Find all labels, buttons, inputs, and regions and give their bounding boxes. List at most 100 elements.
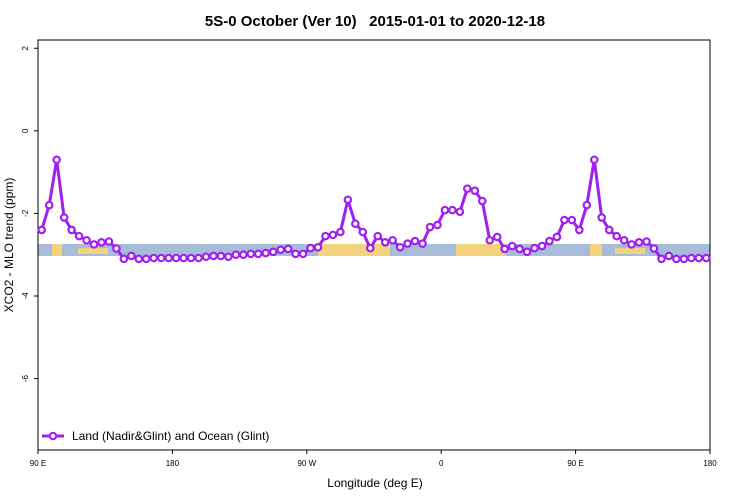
x-tick-label: 180: [703, 459, 717, 468]
data-point: [455, 207, 465, 217]
land-strip: [456, 244, 506, 256]
data-point: [634, 238, 644, 247]
data-point: [59, 213, 69, 222]
data-point: [589, 155, 599, 165]
data-point: [388, 235, 397, 245]
y-tick-label: -2: [21, 209, 30, 217]
data-point: [298, 249, 308, 259]
data-point: [328, 230, 338, 240]
x-tick-label: 0: [439, 459, 444, 468]
data-point: [201, 252, 211, 262]
data-point: [216, 251, 226, 261]
data-point: [67, 225, 76, 235]
y-tick-label: -4: [21, 292, 30, 300]
data-point: [463, 184, 472, 193]
data-point: [470, 186, 480, 196]
data-point: [89, 240, 99, 249]
data-point: [82, 235, 91, 245]
data-point: [276, 245, 285, 255]
data-point: [694, 253, 704, 263]
data-point: [492, 232, 502, 242]
data-point: [395, 242, 405, 252]
data-point: [373, 231, 383, 241]
data-point: [343, 195, 353, 205]
data-point: [448, 205, 457, 215]
data-point: [283, 244, 293, 254]
data-point: [119, 254, 129, 264]
data-point: [231, 250, 241, 260]
data-point: [515, 244, 524, 254]
data-point: [224, 252, 233, 262]
data-point: [552, 232, 562, 242]
data-point: [582, 200, 592, 210]
chart-title: 5S-0 October (Ver 10) 2015-01-01 to 2020…: [205, 13, 545, 30]
data-point: [171, 253, 181, 263]
data-point: [485, 235, 495, 245]
data-point: [672, 254, 681, 264]
data-point: [365, 243, 375, 253]
data-point: [477, 196, 487, 206]
data-point: [687, 253, 696, 263]
data-point: [567, 215, 577, 225]
data-point: [500, 244, 509, 254]
data-point: [403, 239, 412, 248]
plot-frame: [37, 39, 711, 451]
data-point: [522, 247, 532, 257]
data-point: [619, 235, 629, 245]
land-strip: [52, 244, 62, 256]
data-point: [410, 236, 420, 246]
data-point: [664, 251, 674, 261]
data-point: [261, 248, 271, 258]
data-point: [268, 247, 278, 257]
data-point: [52, 155, 61, 165]
data-point: [627, 240, 636, 249]
data-point: [127, 251, 136, 261]
data-point: [649, 244, 659, 253]
x-tick-label: 90 E: [30, 459, 46, 468]
land-strip: [78, 248, 108, 254]
x-tick-label: 90 E: [567, 459, 583, 468]
x-tick-label: 90 W: [297, 459, 316, 468]
data-point: [74, 231, 84, 241]
data-point: [418, 239, 427, 248]
data-point: [679, 254, 689, 264]
data-point: [336, 227, 345, 237]
series-line: [40, 158, 707, 261]
data-point: [306, 243, 315, 253]
data-point: [701, 253, 711, 263]
legend-label: Land (Nadir&Glint) and Ocean (Glint): [72, 429, 269, 443]
data-point: [642, 237, 651, 246]
land-strip: [590, 244, 602, 256]
y-axis-label: XCO2 - MLO trend (ppm): [2, 178, 16, 313]
data-point: [209, 251, 218, 261]
data-point: [321, 231, 330, 241]
legend-marker: [48, 431, 58, 441]
data-point: [134, 254, 144, 264]
data-point: [545, 236, 554, 246]
data-point: [37, 225, 47, 235]
data-point: [44, 200, 54, 210]
data-point: [179, 253, 188, 263]
data-point: [141, 254, 151, 264]
data-point: [351, 219, 360, 229]
data-point: [657, 254, 666, 264]
data-point: [537, 241, 547, 251]
data-point: [440, 205, 450, 215]
data-point: [156, 253, 166, 263]
data-point: [291, 249, 300, 259]
data-point: [612, 231, 621, 241]
y-tick-label: -6: [21, 374, 30, 382]
data-point: [560, 215, 569, 225]
data-point: [530, 243, 539, 253]
data-point: [112, 244, 121, 253]
data-point: [507, 241, 517, 251]
y-tick-label: 2: [21, 45, 30, 50]
data-point: [425, 222, 435, 232]
data-point: [239, 250, 248, 260]
y-tick-label: 0: [21, 128, 30, 133]
data-point: [104, 237, 114, 246]
land-strip: [615, 248, 645, 254]
data-point: [149, 253, 159, 263]
data-point: [380, 238, 390, 247]
